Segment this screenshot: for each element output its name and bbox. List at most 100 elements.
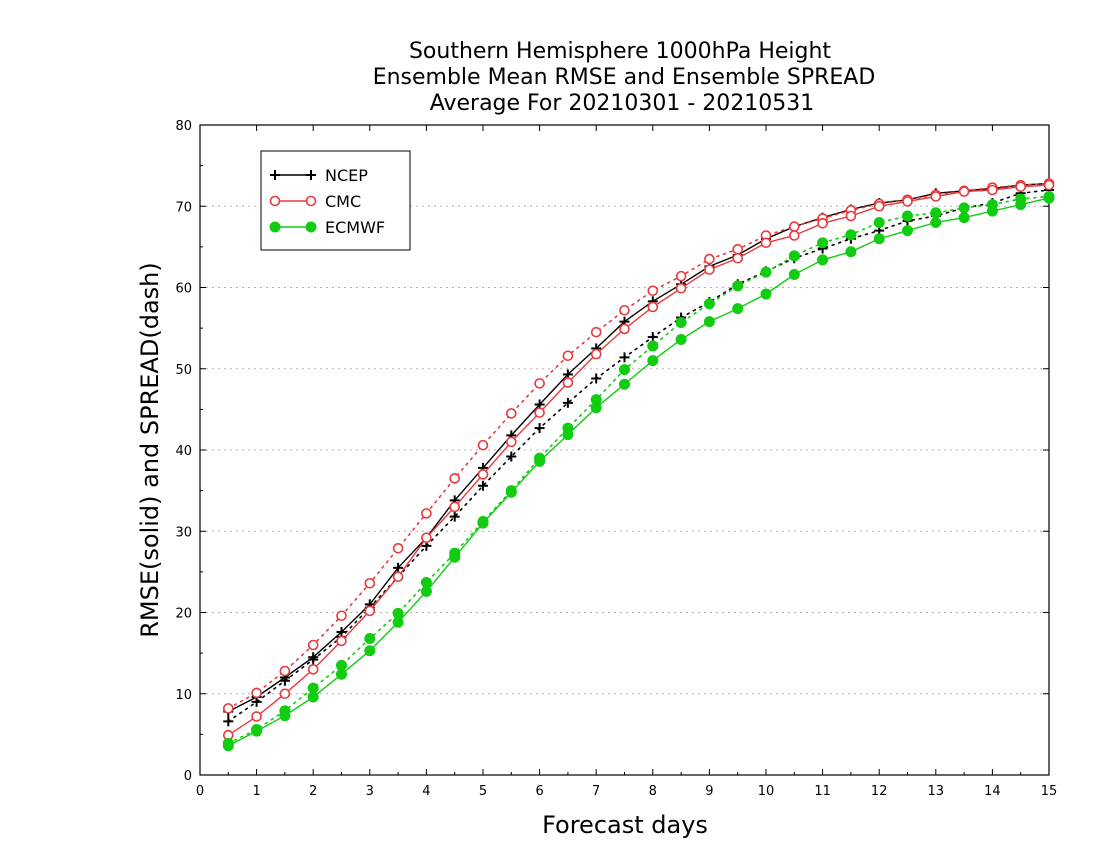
cmc-spread-point — [336, 610, 347, 622]
legend-label-ncep: NCEP — [325, 166, 368, 185]
cmc-rmse-point — [251, 711, 262, 722]
ecmwf-rmse-point — [534, 455, 546, 467]
ecmwf-rmse-point — [307, 691, 319, 703]
ncep-spread-point — [591, 373, 602, 384]
ecmwf-rmse-point — [392, 616, 404, 628]
ecmwf-spread-point — [732, 280, 744, 292]
ncep-spread-line — [227, 189, 1050, 723]
x-tick-label-8: 8 — [649, 784, 657, 799]
cmc-rmse-point — [958, 186, 970, 197]
y-tick-label-0: 0 — [184, 769, 192, 784]
ncep-spread-point — [562, 397, 573, 408]
cmc-spread-point — [788, 221, 800, 232]
ecmwf-rmse-point — [675, 334, 687, 345]
title-line-2: Ensemble Mean RMSE and Ensemble SPREAD — [373, 65, 876, 90]
cmc-rmse-point — [987, 184, 998, 196]
x-tick-label-7: 7 — [592, 784, 600, 799]
x-tick-label-13: 13 — [928, 784, 945, 799]
legend-marker-ncep — [306, 170, 316, 180]
x-tick-label-6: 6 — [535, 784, 543, 799]
ecmwf-rmse-point — [760, 288, 772, 300]
cmc-rmse-point — [647, 301, 659, 313]
cmc-rmse-point — [590, 348, 602, 360]
y-tick-label-70: 70 — [175, 200, 192, 215]
ecmwf-rmse-line — [227, 197, 1050, 747]
cmc-spread-point — [477, 439, 489, 451]
cmc-spread-point — [392, 543, 404, 554]
x-tick-label-1: 1 — [252, 784, 260, 799]
x-tick-label-9: 9 — [705, 784, 713, 799]
ecmwf-rmse-point — [619, 378, 630, 390]
ecmwf-spread-point — [647, 340, 659, 352]
x-tick-label-12: 12 — [871, 784, 888, 799]
legend-item-ecmwf: ECMWF — [269, 218, 385, 237]
y-tick-label-60: 60 — [175, 282, 192, 297]
chart-title: Southern Hemisphere 1000hPa Height Ensem… — [373, 39, 876, 116]
ecmwf-rmse-point — [1015, 199, 1027, 211]
ecmwf-spread-point — [703, 298, 715, 310]
cmc-spread-point — [223, 703, 234, 714]
ecmwf-rmse-point — [873, 233, 885, 245]
cmc-spread-point — [251, 687, 262, 699]
y-tick-label-10: 10 — [175, 688, 192, 703]
cmc-spread-point — [590, 326, 602, 338]
cmc-rmse-point — [279, 688, 291, 700]
ecmwf-rmse-point — [930, 217, 942, 228]
ncep-spread-point — [223, 716, 234, 727]
cmc-rmse-point — [930, 191, 942, 202]
x-tick-label-3: 3 — [366, 784, 374, 799]
ncep-spread-point — [478, 480, 488, 491]
ncep-spread-point — [449, 511, 460, 522]
ecmwf-spread-point — [902, 210, 913, 222]
ecmwf-spread-point — [619, 364, 630, 376]
cmc-spread-point — [364, 577, 376, 589]
cmc-rmse-point — [449, 501, 461, 513]
ecmwf-rmse-point — [562, 429, 574, 441]
ecmwf-rmse-point — [817, 254, 829, 266]
cmc-rmse-point — [477, 469, 489, 480]
ecmwf-rmse-point — [279, 710, 291, 722]
ecmwf-rmse-point — [590, 402, 602, 414]
ecmwf-rmse-point — [986, 205, 998, 217]
ecmwf-spread-point — [958, 202, 970, 214]
cmc-rmse-point — [732, 252, 744, 264]
ncep-spread-point — [619, 352, 630, 363]
cmc-spread-point — [307, 639, 319, 651]
ecmwf-rmse-point — [703, 316, 715, 328]
cmc-spread-point — [505, 408, 517, 419]
cmc-spread-point — [647, 285, 659, 297]
cmc-rmse-point — [336, 635, 347, 647]
x-tick-label-10: 10 — [758, 784, 775, 799]
cmc-rmse-point — [902, 196, 913, 207]
ecmwf-rmse-point — [251, 725, 263, 737]
ecmwf-rmse-point — [732, 303, 744, 315]
ncep-rmse-point — [308, 652, 319, 663]
cmc-spread-point — [562, 350, 574, 362]
x-tick-label-5: 5 — [479, 784, 487, 799]
y-axis-label: RMSE(solid) and SPREAD(dash) — [136, 262, 164, 638]
x-tick-label-15: 15 — [1041, 784, 1058, 799]
cmc-rmse-point — [1043, 179, 1055, 191]
legend-item-cmc: CMC — [269, 192, 361, 211]
cmc-rmse-point — [364, 605, 376, 617]
ncep-rmse-point — [336, 627, 347, 637]
ecmwf-spread-point — [788, 250, 800, 262]
ecmwf-spread-point — [760, 266, 772, 278]
ecmwf-rmse-point — [222, 740, 234, 752]
legend: NCEP CMC ECMWF — [260, 150, 411, 251]
cmc-rmse-point — [534, 407, 545, 418]
ecmwf-rmse-point — [902, 225, 913, 237]
cmc-rmse-point — [845, 210, 857, 222]
y-tick-label-40: 40 — [175, 444, 192, 459]
ecmwf-rmse-point — [477, 517, 489, 529]
ecmwf-spread-point — [930, 207, 942, 219]
cmc-spread-point — [675, 270, 687, 282]
legend-item-ncep: NCEP — [270, 166, 368, 185]
ncep-spread-point — [534, 423, 545, 434]
series-cmc — [223, 178, 1055, 741]
x-tick-label-4: 4 — [422, 784, 430, 799]
ecmwf-spread-point — [675, 316, 687, 328]
ecmwf-spread-point — [873, 217, 885, 228]
ecmwf-rmse-point — [336, 668, 347, 680]
cmc-rmse-point — [307, 664, 319, 675]
